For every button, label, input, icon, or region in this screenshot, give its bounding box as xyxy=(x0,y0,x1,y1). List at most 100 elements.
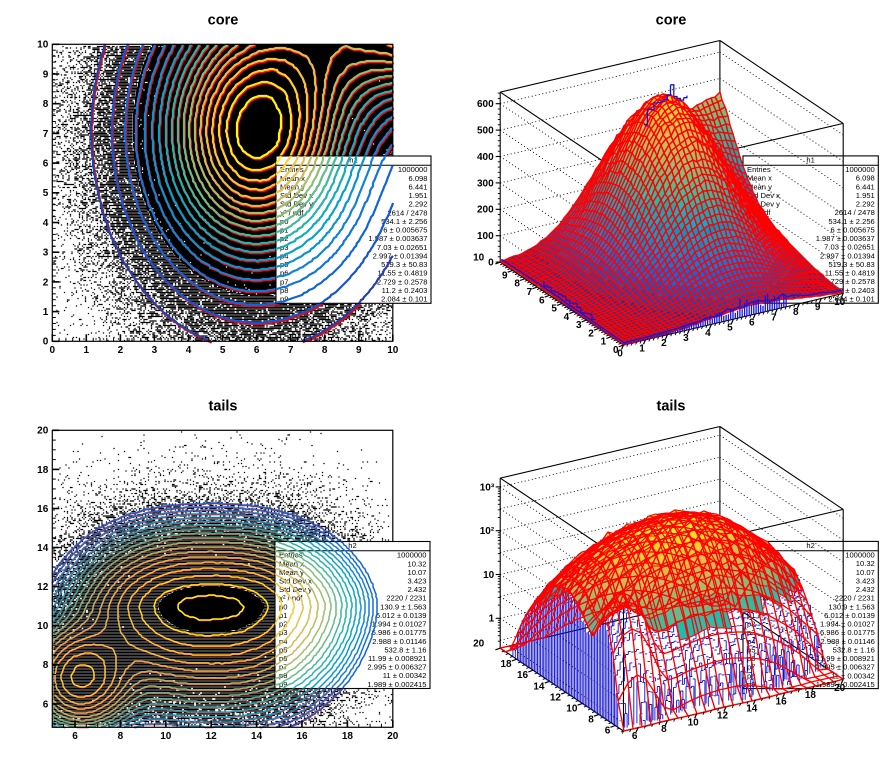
svg-text:6.986 ± 0.01775: 6.986 ± 0.01775 xyxy=(820,628,875,637)
svg-text:519.3 ± 50.83: 519.3 ± 50.83 xyxy=(381,260,427,269)
svg-text:Entries: Entries xyxy=(280,165,304,174)
svg-text:20: 20 xyxy=(834,683,846,694)
svg-text:10: 10 xyxy=(566,703,578,714)
svg-text:1000000: 1000000 xyxy=(398,165,428,174)
svg-text:2: 2 xyxy=(588,328,594,339)
svg-text:p7: p7 xyxy=(279,663,287,672)
svg-text:1.994 ± 0.01027: 1.994 ± 0.01027 xyxy=(372,620,427,629)
svg-text:200: 200 xyxy=(477,205,494,216)
svg-text:2.997 ± 0.01394: 2.997 ± 0.01394 xyxy=(820,251,875,260)
svg-text:400: 400 xyxy=(477,152,494,163)
svg-text:10.32: 10.32 xyxy=(407,559,426,568)
svg-text:p2: p2 xyxy=(279,620,287,629)
svg-text:14: 14 xyxy=(251,731,263,742)
svg-text:2.084 ± 0.101: 2.084 ± 0.101 xyxy=(381,295,427,304)
svg-text:core: core xyxy=(656,13,687,29)
svg-text:2220 / 2231: 2220 / 2231 xyxy=(835,594,875,603)
svg-text:6.012 ± 0.0139: 6.012 ± 0.0139 xyxy=(376,611,427,620)
svg-text:20: 20 xyxy=(387,731,399,742)
svg-text:p9: p9 xyxy=(747,680,755,689)
svg-text:6: 6 xyxy=(43,699,49,710)
svg-text:1: 1 xyxy=(84,345,90,356)
svg-text:p1: p1 xyxy=(279,611,287,620)
svg-text:2.729 ± 0.2578: 2.729 ± 0.2578 xyxy=(824,277,875,286)
svg-text:2.995 ± 0.006327: 2.995 ± 0.006327 xyxy=(816,663,875,672)
svg-text:2.292: 2.292 xyxy=(408,200,427,209)
svg-text:2.988 ± 0.01146: 2.988 ± 0.01146 xyxy=(821,637,875,646)
svg-text:0: 0 xyxy=(617,349,623,360)
svg-text:6.098: 6.098 xyxy=(856,174,875,183)
svg-text:5: 5 xyxy=(727,323,733,334)
svg-text:6.986 ± 0.01775: 6.986 ± 0.01775 xyxy=(372,628,427,637)
svg-text:130.9 ± 1.563: 130.9 ± 1.563 xyxy=(828,602,874,611)
svg-text:1.987 ± 0.003637: 1.987 ± 0.003637 xyxy=(368,234,427,243)
svg-text:χ² / ndf: χ² / ndf xyxy=(280,208,304,217)
svg-text:12: 12 xyxy=(717,710,729,721)
svg-text:2.292: 2.292 xyxy=(856,200,875,209)
svg-text:1.951: 1.951 xyxy=(408,191,427,200)
svg-text:11.55 ± 0.4819: 11.55 ± 0.4819 xyxy=(825,269,875,278)
svg-text:1: 1 xyxy=(43,307,49,318)
svg-text:600: 600 xyxy=(477,99,494,110)
svg-text:1.994 ± 0.01027: 1.994 ± 0.01027 xyxy=(820,620,875,629)
svg-text:9: 9 xyxy=(815,302,821,313)
svg-text:11.99 ± 0.008921: 11.99 ± 0.008921 xyxy=(816,654,875,663)
svg-text:h2: h2 xyxy=(348,541,356,550)
svg-text:0: 0 xyxy=(488,258,494,269)
svg-text:2614 / 2478: 2614 / 2478 xyxy=(387,208,427,217)
svg-text:0: 0 xyxy=(613,345,619,356)
svg-text:h1: h1 xyxy=(349,156,357,165)
svg-text:Std Dev y: Std Dev y xyxy=(747,200,780,209)
svg-text:7.03 ± 0.02651: 7.03 ± 0.02651 xyxy=(377,243,428,252)
svg-text:Std Dev x: Std Dev x xyxy=(747,191,780,200)
svg-text:6: 6 xyxy=(254,345,260,356)
svg-text:532.8 ± 1.16: 532.8 ± 1.16 xyxy=(384,645,426,654)
svg-text:8: 8 xyxy=(793,307,799,318)
svg-text:p7: p7 xyxy=(280,277,288,286)
svg-text:18: 18 xyxy=(500,659,512,670)
svg-text:534.1 ± 2.256: 534.1 ± 2.256 xyxy=(828,217,874,226)
svg-text:100: 100 xyxy=(477,231,494,242)
svg-text:1: 1 xyxy=(601,337,607,348)
svg-text:18: 18 xyxy=(342,731,354,742)
svg-text:11.2 ± 0.2403: 11.2 ± 0.2403 xyxy=(382,286,428,295)
svg-text:p5: p5 xyxy=(747,645,755,654)
svg-text:2: 2 xyxy=(43,277,49,288)
svg-text:2220 / 2231: 2220 / 2231 xyxy=(386,594,426,603)
svg-text:p9: p9 xyxy=(279,680,287,689)
svg-text:8: 8 xyxy=(43,99,49,110)
svg-text:1000000: 1000000 xyxy=(397,551,427,560)
svg-text:h1: h1 xyxy=(806,156,814,165)
svg-text:9: 9 xyxy=(356,345,362,356)
svg-text:1: 1 xyxy=(639,343,645,354)
svg-text:130.9 ± 1.563: 130.9 ± 1.563 xyxy=(380,602,426,611)
svg-text:5: 5 xyxy=(220,345,226,356)
svg-text:h2: h2 xyxy=(806,541,814,550)
svg-text:Entries: Entries xyxy=(747,165,771,174)
svg-text:10.07: 10.07 xyxy=(856,568,875,577)
svg-text:tails: tails xyxy=(208,399,237,415)
svg-text:18: 18 xyxy=(805,690,817,701)
svg-text:2.988 ± 0.01146: 2.988 ± 0.01146 xyxy=(372,637,426,646)
svg-text:6 ± 0.005675: 6 ± 0.005675 xyxy=(831,226,875,235)
svg-text:1.951: 1.951 xyxy=(856,191,875,200)
svg-text:8: 8 xyxy=(322,345,328,356)
svg-text:8: 8 xyxy=(514,279,520,290)
svg-text:2614 / 2478: 2614 / 2478 xyxy=(835,208,875,217)
svg-text:8: 8 xyxy=(661,724,667,735)
svg-text:6: 6 xyxy=(539,295,545,306)
svg-text:11 ± 0.00342: 11 ± 0.00342 xyxy=(831,671,875,680)
svg-text:12: 12 xyxy=(206,731,218,742)
svg-text:3.423: 3.423 xyxy=(856,577,875,586)
svg-text:4: 4 xyxy=(186,345,192,356)
svg-text:11.55 ± 0.4819: 11.55 ± 0.4819 xyxy=(377,269,427,278)
svg-text:3: 3 xyxy=(43,248,49,259)
svg-text:10: 10 xyxy=(387,345,399,356)
svg-text:2.997 ± 0.01394: 2.997 ± 0.01394 xyxy=(373,252,428,261)
svg-text:Mean y: Mean y xyxy=(747,182,772,191)
svg-text:5: 5 xyxy=(551,304,557,315)
svg-text:1000000: 1000000 xyxy=(845,551,875,560)
svg-text:p3: p3 xyxy=(279,628,287,637)
svg-text:1.989 ± 0.002415: 1.989 ± 0.002415 xyxy=(816,680,875,689)
svg-text:6: 6 xyxy=(749,318,755,329)
